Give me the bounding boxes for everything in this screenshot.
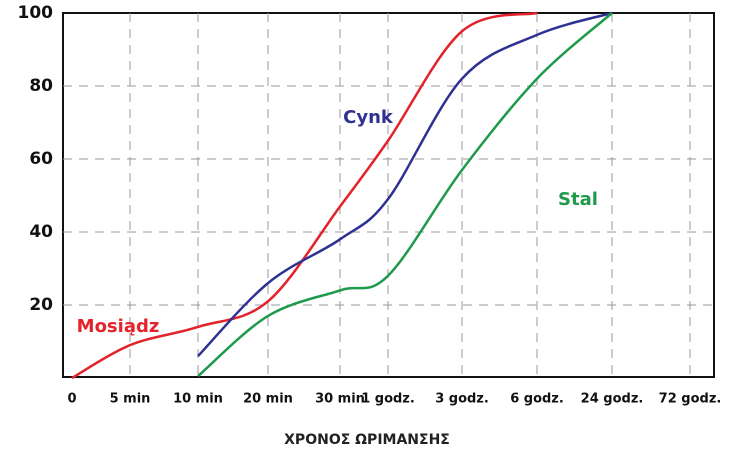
series-line xyxy=(197,11,613,357)
series-label: Stal xyxy=(558,189,598,210)
y-tick-label: 40 xyxy=(29,222,53,242)
x-tick-label: 30 min xyxy=(315,392,365,407)
series-line xyxy=(197,12,613,378)
series-line xyxy=(71,11,538,380)
x-tick-label: 10 min xyxy=(173,392,223,407)
y-tick-label: 80 xyxy=(29,76,53,96)
x-tick-label: 6 godz. xyxy=(510,392,564,407)
y-tick-label: 20 xyxy=(29,295,53,315)
x-tick-label: 3 godz. xyxy=(435,392,489,407)
x-tick-label: 1 godz. xyxy=(361,392,415,407)
series-label: Mosiądz xyxy=(77,316,160,337)
x-tick-label: 24 godz. xyxy=(581,392,644,407)
x-tick-label: 20 min xyxy=(243,392,293,407)
x-tick-label: 5 min xyxy=(110,392,151,407)
x-tick-label: 72 godz. xyxy=(659,392,722,407)
y-tick-label: 100 xyxy=(18,3,54,23)
x-tick-label: 0 xyxy=(67,392,76,407)
x-axis-title: ΧΡΟΝΟΣ ΩΡΙΜΑΝΣΗΣ xyxy=(284,432,450,448)
series-label: Cynk xyxy=(343,107,394,128)
y-tick-label: 60 xyxy=(29,149,53,169)
